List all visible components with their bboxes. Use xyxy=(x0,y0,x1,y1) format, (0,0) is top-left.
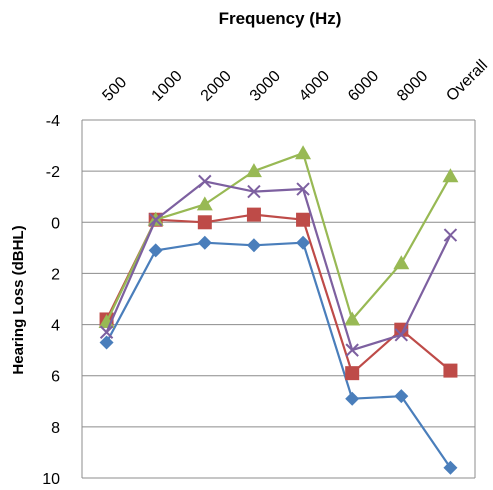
data-point xyxy=(442,168,459,183)
x-tick-label: 8000 xyxy=(394,68,431,105)
data-point xyxy=(296,212,311,227)
y-tick-label: 4 xyxy=(51,318,60,335)
data-point xyxy=(394,328,409,342)
y-tick-label: 2 xyxy=(51,266,60,283)
data-point xyxy=(443,460,458,475)
data-point xyxy=(394,389,409,404)
y-tick-label: 0 xyxy=(51,215,60,232)
y-tick-label: 10 xyxy=(42,471,60,488)
data-point xyxy=(196,196,213,211)
series-line xyxy=(105,152,452,323)
data-point xyxy=(197,235,212,250)
data-point xyxy=(393,255,410,270)
x-tick-label: 1000 xyxy=(148,68,185,105)
data-point xyxy=(344,311,361,326)
data-point xyxy=(99,335,114,350)
data-point xyxy=(443,363,458,378)
data-point xyxy=(443,228,458,242)
data-point xyxy=(295,145,312,160)
x-tick-label: 500 xyxy=(99,74,130,105)
y-axis-label: Hearing Loss (dBHL) xyxy=(10,225,27,374)
x-tick-label: 3000 xyxy=(247,68,284,105)
axes xyxy=(81,120,476,478)
series-2 xyxy=(99,207,458,381)
x-tick-label: Overall xyxy=(443,57,491,105)
y-tick-label: -4 xyxy=(46,113,60,130)
data-point xyxy=(148,243,163,258)
series-3 xyxy=(98,145,459,329)
data-point xyxy=(345,343,359,357)
chart-title: Frequency (Hz) xyxy=(219,9,342,28)
x-tick-label: 6000 xyxy=(345,68,382,105)
series-4 xyxy=(99,174,458,357)
data-point xyxy=(246,207,261,222)
gridlines xyxy=(82,119,475,479)
data-point xyxy=(148,213,163,227)
y-tick-label: -2 xyxy=(46,164,60,181)
y-tick-label: 8 xyxy=(51,420,60,437)
data-point xyxy=(99,325,114,339)
series-1 xyxy=(99,235,458,475)
data-point xyxy=(345,391,360,406)
x-tick-label: 4000 xyxy=(296,68,333,105)
series-line xyxy=(105,180,452,352)
series-line xyxy=(105,213,452,375)
data-point xyxy=(245,163,262,178)
data-point xyxy=(296,235,311,250)
x-tick-label: 2000 xyxy=(198,68,235,105)
y-tick-labels: -4 -2 0 2 4 6 8 10 xyxy=(42,113,60,488)
series-line xyxy=(105,241,452,469)
y-tick-label: 6 xyxy=(51,369,60,386)
data-point xyxy=(247,184,261,199)
x-tick-labels: 500 1000 2000 3000 4000 6000 8000 Overall xyxy=(99,57,491,105)
data-point xyxy=(246,238,261,253)
data-point xyxy=(296,182,310,196)
data-point xyxy=(345,366,360,381)
data-point xyxy=(197,215,212,230)
data-point xyxy=(198,174,212,189)
series-group xyxy=(98,145,459,475)
